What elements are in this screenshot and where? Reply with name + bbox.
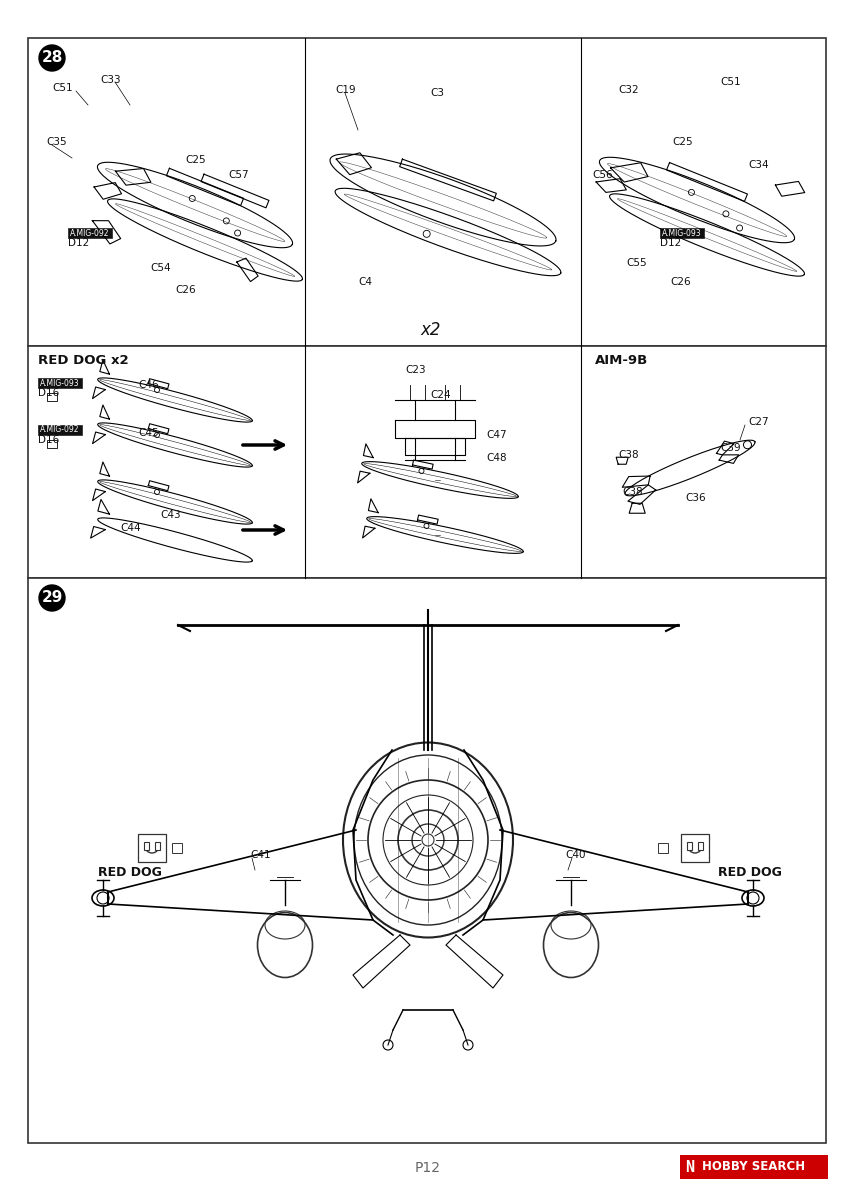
Bar (680, 1154, 828, 1178)
Text: C25: C25 (185, 155, 205, 164)
Text: C3: C3 (430, 88, 444, 98)
Text: C39: C39 (720, 443, 740, 452)
Bar (687, 842, 692, 850)
Text: AIM-9B: AIM-9B (595, 354, 648, 366)
Text: C51: C51 (52, 83, 73, 92)
Text: A.MIG-092: A.MIG-092 (40, 426, 80, 434)
Bar (38, 378, 82, 388)
Text: RED DOG x2: RED DOG x2 (38, 354, 128, 366)
Text: C27: C27 (748, 416, 769, 427)
Bar (28, 346, 826, 578)
Text: C46: C46 (138, 380, 158, 390)
Text: A.MIG-093: A.MIG-093 (663, 228, 702, 238)
Bar (681, 834, 709, 862)
Text: C41: C41 (250, 850, 270, 860)
Text: C48: C48 (486, 452, 507, 463)
Text: D16: D16 (38, 434, 59, 445)
Text: P12: P12 (415, 1162, 441, 1175)
Text: C36: C36 (685, 493, 705, 503)
Text: N: N (685, 1159, 694, 1175)
Text: A.MIG-092: A.MIG-092 (70, 228, 110, 238)
Text: C54: C54 (150, 263, 170, 272)
Text: C38: C38 (622, 487, 643, 497)
Text: D12: D12 (68, 238, 89, 248)
Text: C51: C51 (720, 77, 740, 86)
Text: C44: C44 (120, 523, 140, 533)
Circle shape (39, 44, 65, 71)
Text: C25: C25 (672, 137, 693, 146)
Text: C33: C33 (100, 74, 121, 85)
Text: D12: D12 (660, 238, 681, 248)
Bar (47, 440, 57, 448)
Text: C45: C45 (138, 428, 158, 438)
Text: D16: D16 (38, 388, 59, 398)
Text: C55: C55 (626, 258, 646, 268)
Text: C24: C24 (430, 390, 450, 400)
Circle shape (39, 584, 65, 611)
Text: C38: C38 (618, 450, 639, 460)
Bar (47, 392, 57, 401)
Text: RED DOG: RED DOG (98, 866, 162, 880)
Text: C23: C23 (405, 365, 425, 374)
Bar (28, 38, 826, 346)
Bar (38, 425, 82, 434)
Bar (138, 834, 166, 862)
Bar (68, 228, 112, 238)
Text: 29: 29 (41, 590, 62, 606)
Text: C57: C57 (228, 170, 248, 180)
Text: C40: C40 (565, 850, 586, 860)
Text: RED DOG: RED DOG (718, 866, 782, 880)
Text: C26: C26 (175, 284, 196, 295)
Text: HOBBY SEARCH: HOBBY SEARCH (702, 1160, 805, 1174)
Bar (28, 578, 826, 1142)
Text: C4: C4 (358, 277, 372, 287)
Bar (144, 842, 149, 850)
Text: C47: C47 (486, 430, 507, 440)
Bar (698, 842, 703, 850)
Text: C43: C43 (160, 510, 181, 520)
Text: C32: C32 (618, 85, 639, 95)
Text: C56: C56 (592, 170, 613, 180)
Text: x2: x2 (420, 320, 441, 338)
Text: C26: C26 (670, 277, 691, 287)
Bar (660, 228, 704, 238)
Bar (155, 842, 160, 850)
Text: 28: 28 (41, 50, 62, 66)
Text: C19: C19 (335, 85, 355, 95)
Bar (172, 842, 182, 853)
Text: C34: C34 (748, 160, 769, 170)
Text: C35: C35 (46, 137, 67, 146)
Bar (658, 842, 668, 853)
Text: A.MIG-093: A.MIG-093 (40, 378, 80, 388)
